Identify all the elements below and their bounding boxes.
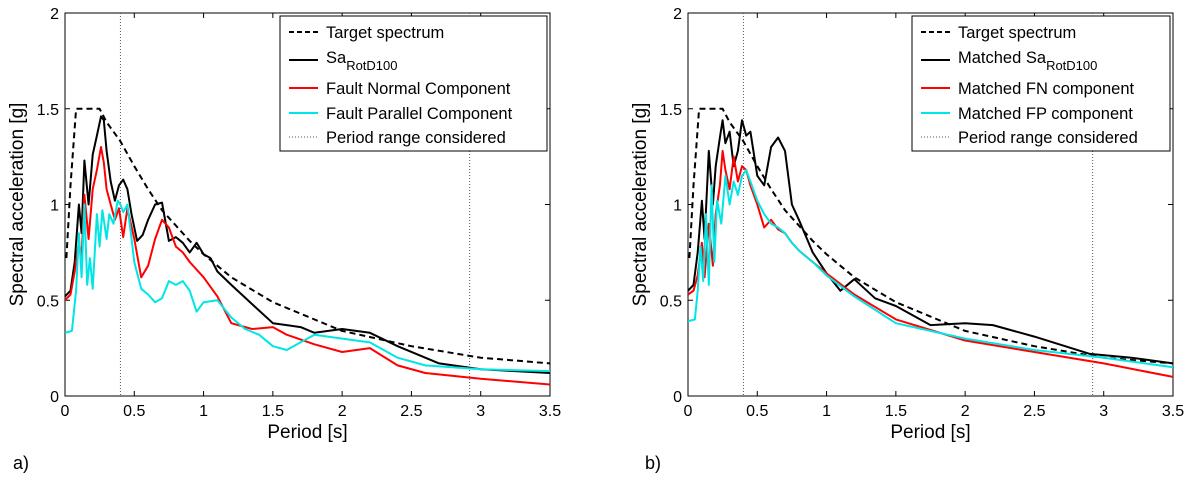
legend-label-subscript: RotD100 (1046, 58, 1097, 73)
x-tick-label: 2 (338, 403, 347, 420)
legend-label: Matched SaRotD100 (958, 49, 1097, 73)
chart-panel-1: 0 0.5 1 1.5 2 2.5 3 3.5 0 0.5 1 1.5 2 Period [s] Spect… (7, 6, 561, 473)
x-tick-label: 0 (61, 403, 70, 420)
x-tick-label: 2 (961, 403, 970, 420)
x-tick-label: 0 (684, 403, 693, 420)
series-line-1 (65, 107, 550, 365)
legend-label: Target spectrum (958, 24, 1076, 42)
x-axis-label: Period [s] (267, 422, 347, 443)
series-group (65, 107, 550, 386)
x-tick-label: 1 (822, 403, 831, 420)
y-tick-label: 1 (50, 198, 59, 215)
panel-label: b) (645, 453, 661, 473)
series-line-4 (65, 199, 550, 373)
y-tick-label: 1.5 (37, 102, 59, 119)
y-tick-label: 1 (673, 198, 682, 215)
chart-panel-2: 0 0.5 1 1.5 2 2.5 3 3.5 0 0.5 1 1.5 2 Period [s] Spect… (630, 6, 1184, 473)
legend-label-main: Sa (326, 49, 347, 67)
y-tick-label: 0.5 (660, 293, 682, 310)
legend-label: Target spectrum (326, 24, 444, 42)
legend-label: Fault Normal Component (326, 80, 511, 98)
legend-box (279, 15, 548, 152)
y-axis-label: Spectral acceleration [g] (7, 103, 28, 307)
legend-label-main: Matched Sa (958, 49, 1047, 67)
x-tick-label: 1.5 (262, 403, 284, 420)
legend-label: Fault Parallel Component (326, 105, 513, 123)
series-line-4 (688, 169, 1173, 369)
y-axis-label: Spectral acceleration [g] (630, 103, 651, 307)
y-tick-label: 0 (50, 389, 59, 406)
panel-label: a) (13, 453, 29, 473)
x-tick-label: 0.5 (123, 403, 145, 420)
legend-label: Period range considered (958, 129, 1138, 147)
series-line-2 (65, 115, 550, 374)
x-tick-label: 3 (476, 403, 485, 420)
legend-label: SaRotD100 (326, 49, 398, 73)
legend-label-subscript: RotD100 (346, 58, 397, 73)
y-tick-label: 1.5 (660, 102, 682, 119)
x-tick-label: 1 (199, 403, 208, 420)
series-line-1 (688, 107, 1173, 365)
x-axis-label: Period [s] (890, 422, 970, 443)
x-tick-label: 3 (1099, 403, 1108, 420)
x-tick-label: 2.5 (400, 403, 422, 420)
y-tick-label: 0 (673, 389, 682, 406)
x-tick-label: 0.5 (746, 403, 768, 420)
x-tick-label: 2.5 (1023, 403, 1045, 420)
x-tick-label: 1.5 (885, 403, 907, 420)
y-tick-label: 2 (673, 6, 682, 23)
legend-box (911, 15, 1171, 152)
y-tick-label: 0.5 (37, 293, 59, 310)
x-tick-label: 3.5 (539, 403, 561, 420)
legend-label: Matched FN component (958, 80, 1135, 98)
x-tick-label: 3.5 (1162, 403, 1184, 420)
series-group (688, 107, 1173, 378)
legend-label: Matched FP component (958, 105, 1133, 123)
legend-label: Period range considered (326, 129, 506, 147)
series-line-3 (65, 146, 550, 386)
legend: Target spectrum SaRotD100 Fault Normal Com… (279, 15, 548, 152)
y-tick-label: 2 (50, 6, 59, 23)
